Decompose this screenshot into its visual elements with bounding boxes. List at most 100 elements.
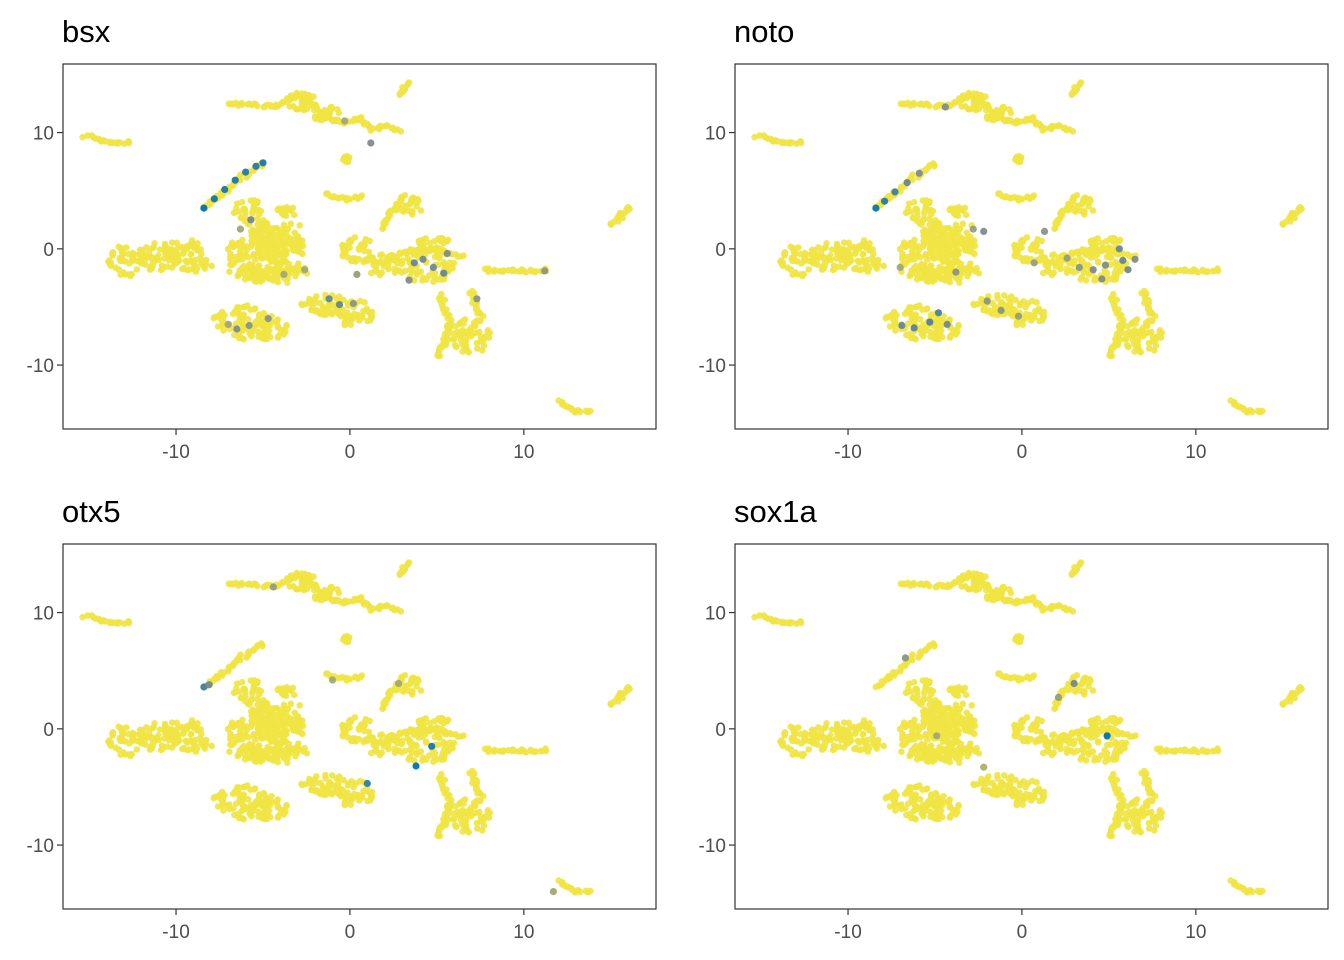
cell-point	[402, 202, 410, 210]
cell-point	[220, 807, 227, 814]
cell-point	[587, 407, 594, 415]
cell-point	[1094, 250, 1101, 258]
cell-point	[999, 301, 1006, 308]
cell-point	[261, 245, 269, 252]
cell-point	[1050, 258, 1057, 265]
cell-point	[419, 716, 427, 724]
cell-point	[340, 242, 347, 249]
cell-point	[473, 329, 480, 336]
expressing-cell-point	[328, 676, 337, 684]
cell-point	[254, 797, 262, 804]
cell-point	[1000, 292, 1008, 299]
cell-point	[1248, 408, 1256, 416]
expressing-cell-point	[903, 179, 911, 187]
cell-point	[966, 266, 974, 274]
cell-point	[926, 102, 933, 110]
x-tick-label: 10	[513, 922, 534, 943]
cell-point	[173, 730, 180, 738]
cell-point	[310, 93, 317, 100]
cell-point	[115, 723, 123, 730]
cell-point	[284, 237, 291, 244]
cell-point	[233, 680, 241, 687]
expressing-cell-point	[1115, 245, 1123, 253]
cell-point	[292, 752, 299, 760]
cell-point	[444, 236, 452, 244]
cell-point	[828, 246, 836, 253]
cell-point	[277, 685, 284, 693]
cell-point	[149, 259, 157, 267]
cell-point	[1013, 321, 1021, 329]
cell-point	[459, 348, 467, 355]
cell-point	[255, 691, 263, 698]
cell-point	[287, 220, 295, 228]
cell-point	[954, 212, 962, 219]
cell-point	[286, 94, 293, 102]
cell-point	[870, 250, 877, 258]
cell-point	[1214, 265, 1221, 273]
expressing-cell-point	[941, 103, 950, 111]
cell-point	[240, 791, 247, 798]
cell-point	[920, 690, 928, 697]
cell-point	[938, 275, 945, 283]
cell-point	[230, 689, 238, 697]
cell-point	[949, 205, 956, 213]
cell-point	[970, 90, 978, 97]
cell-point	[912, 311, 919, 319]
cell-point	[129, 249, 137, 257]
cell-point	[340, 636, 347, 644]
cell-point	[327, 301, 334, 308]
cell-point	[970, 300, 977, 308]
cell-point	[179, 250, 187, 257]
cell-point	[845, 730, 852, 738]
cell-point	[449, 745, 456, 752]
cell-point	[345, 634, 353, 641]
cell-point	[391, 736, 398, 744]
expressing-cell-point	[210, 195, 218, 203]
cell-point	[1103, 245, 1110, 252]
cell-point	[787, 243, 795, 250]
cell-point	[413, 271, 421, 278]
cell-point	[920, 717, 928, 724]
cell-point	[789, 271, 796, 278]
cell-point	[417, 687, 425, 694]
cell-point	[935, 331, 943, 339]
cell-point	[263, 331, 271, 339]
cell-point	[891, 320, 898, 328]
cell-point	[106, 257, 113, 264]
cell-point	[955, 728, 962, 736]
cell-point	[434, 756, 442, 763]
cell-point	[362, 236, 370, 243]
cell-point	[250, 306, 258, 313]
cell-point	[866, 720, 873, 727]
cell-point	[224, 725, 232, 733]
cell-point	[273, 724, 280, 732]
cell-point	[248, 717, 256, 724]
cell-point	[221, 791, 228, 799]
cell-point	[310, 573, 317, 580]
cell-point	[410, 277, 418, 284]
cell-point	[439, 715, 446, 722]
cell-point	[433, 732, 441, 739]
cell-point	[415, 197, 422, 204]
cell-point	[316, 596, 323, 603]
cell-point	[473, 317, 481, 324]
cell-point	[227, 736, 234, 743]
cell-point	[308, 306, 315, 314]
cell-point	[1259, 887, 1266, 895]
cell-point	[906, 752, 913, 760]
cell-point	[1157, 334, 1165, 341]
expressing-cells	[200, 117, 549, 333]
cell-point	[296, 236, 304, 244]
x-tick-label: -10	[834, 442, 861, 463]
cell-point	[244, 782, 251, 789]
cell-point	[246, 810, 253, 817]
cell-point	[355, 246, 363, 253]
expressing-cell-point	[231, 176, 239, 184]
cell-point	[286, 103, 294, 110]
cell-point	[945, 244, 952, 252]
cell-point	[186, 242, 194, 249]
cell-point	[191, 742, 199, 750]
cell-point	[255, 730, 263, 737]
